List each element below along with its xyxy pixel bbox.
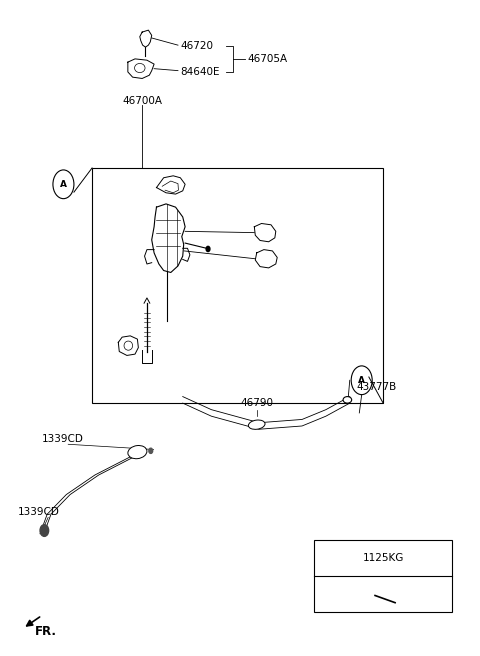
Text: FR.: FR. (35, 625, 57, 638)
Ellipse shape (248, 420, 265, 429)
Circle shape (149, 448, 153, 453)
Text: 84640E: 84640E (180, 67, 220, 77)
Bar (314, 541, 452, 612)
Bar (92, 168, 383, 403)
Text: 1125KG: 1125KG (362, 553, 404, 564)
Text: 46700A: 46700A (122, 96, 162, 106)
Text: 1339CD: 1339CD (42, 434, 84, 444)
Text: 46720: 46720 (180, 41, 213, 51)
Text: 46790: 46790 (240, 398, 273, 408)
Ellipse shape (343, 397, 352, 403)
Text: 46705A: 46705A (247, 54, 288, 64)
Text: 43777B: 43777B (357, 382, 397, 392)
Text: A: A (358, 376, 365, 385)
Circle shape (206, 247, 210, 251)
Text: A: A (60, 180, 67, 189)
Text: 1339CD: 1339CD (18, 508, 60, 518)
Circle shape (40, 525, 48, 537)
Ellipse shape (128, 445, 147, 459)
